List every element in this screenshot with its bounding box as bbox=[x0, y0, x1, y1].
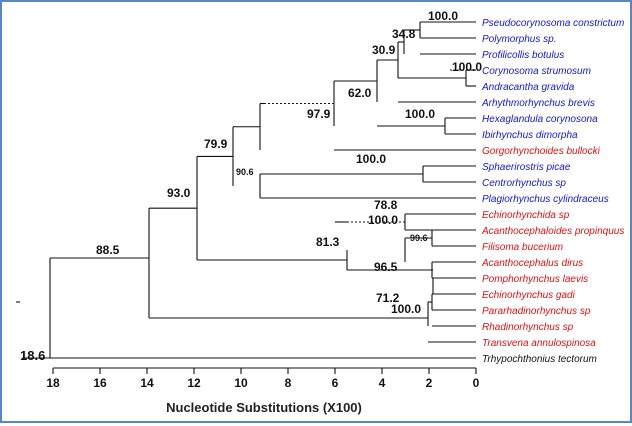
taxon-label: Profilicollis botulus bbox=[482, 50, 564, 61]
support-value: 79.9 bbox=[204, 137, 228, 151]
taxon-label: Corynosoma strumosum bbox=[482, 66, 591, 77]
support-value: 62.0 bbox=[348, 86, 372, 100]
taxon-label: Sphaerirostris picae bbox=[482, 162, 571, 173]
taxon-label: Pomphorhynchus laevis bbox=[482, 274, 588, 285]
taxon-label: Gorgorhynchoides bullocki bbox=[482, 146, 601, 157]
axis-title: Nucleotide Substitutions (X100) bbox=[166, 400, 362, 415]
tick-label: 8 bbox=[285, 376, 292, 390]
tick-label: 14 bbox=[140, 376, 154, 390]
taxon-label: Centrorhynchus sp bbox=[482, 178, 566, 189]
taxon-label: Echinorhynchida sp bbox=[482, 210, 570, 221]
taxon-label: Filisoma bucerium bbox=[482, 242, 563, 253]
support-value: 100.0 bbox=[368, 213, 398, 227]
tick-label: 2 bbox=[426, 376, 433, 390]
taxon-label: Rhadinorhynchus sp bbox=[482, 322, 574, 333]
support-value: 34.8 bbox=[392, 27, 416, 41]
root-label: 18.6 bbox=[20, 348, 45, 363]
taxon-label: Andracantha gravida bbox=[481, 82, 575, 93]
taxon-label: Plagiorhynchus cylindraceus bbox=[482, 194, 609, 205]
taxon-label: Acanthocephaloides propinquus bbox=[481, 226, 624, 237]
taxon-label: Echinorhynchus gadi bbox=[482, 290, 576, 301]
support-value: 30.9 bbox=[372, 43, 396, 57]
support-value: 99.6 bbox=[410, 233, 428, 243]
taxon-label: Trhypochthonius tectorum bbox=[482, 354, 597, 365]
support-value: 100.0 bbox=[405, 107, 435, 121]
tick-label: 12 bbox=[187, 376, 201, 390]
taxon-label: Pseudocorynosoma constrictum bbox=[482, 18, 624, 29]
taxon-label: Transvena annulospinosa bbox=[482, 338, 596, 349]
taxon-label: Pararhadinorhynchus sp bbox=[482, 306, 591, 317]
support-value: 93.0 bbox=[167, 186, 191, 200]
taxon-label: Hexaglandula corynosona bbox=[482, 114, 598, 125]
taxon-label: Polymorphus sp. bbox=[482, 34, 556, 45]
support-value: 97.9 bbox=[307, 107, 331, 121]
tick-label: 16 bbox=[93, 376, 107, 390]
support-value: 78.8 bbox=[374, 198, 398, 212]
support-value: 71.2 bbox=[376, 291, 400, 305]
taxon-label: Acanthocephalus dirus bbox=[481, 258, 583, 269]
tick-label: 18 bbox=[46, 376, 60, 390]
support-value: 100.0 bbox=[428, 9, 458, 23]
support-value: 90.6 bbox=[236, 167, 254, 177]
phylogenetic-tree: Pseudocorynosoma constrictum Polymorphus … bbox=[16, 9, 624, 415]
support-value: 100.0 bbox=[391, 302, 421, 316]
support-value: 96.5 bbox=[374, 260, 398, 274]
support-value: 100.0 bbox=[452, 60, 482, 74]
support-value: 81.3 bbox=[316, 235, 340, 249]
tick-label: 0 bbox=[473, 376, 480, 390]
support-value: 100.0 bbox=[356, 152, 386, 166]
tick-label: 4 bbox=[379, 376, 386, 390]
support-value: 88.5 bbox=[96, 243, 120, 257]
taxon-label: Arhythmorhynchus brevis bbox=[481, 98, 595, 109]
taxon-label: Ibirhynchus dimorpha bbox=[482, 130, 578, 141]
tick-label: 10 bbox=[234, 376, 248, 390]
tick-label: 6 bbox=[332, 376, 339, 390]
